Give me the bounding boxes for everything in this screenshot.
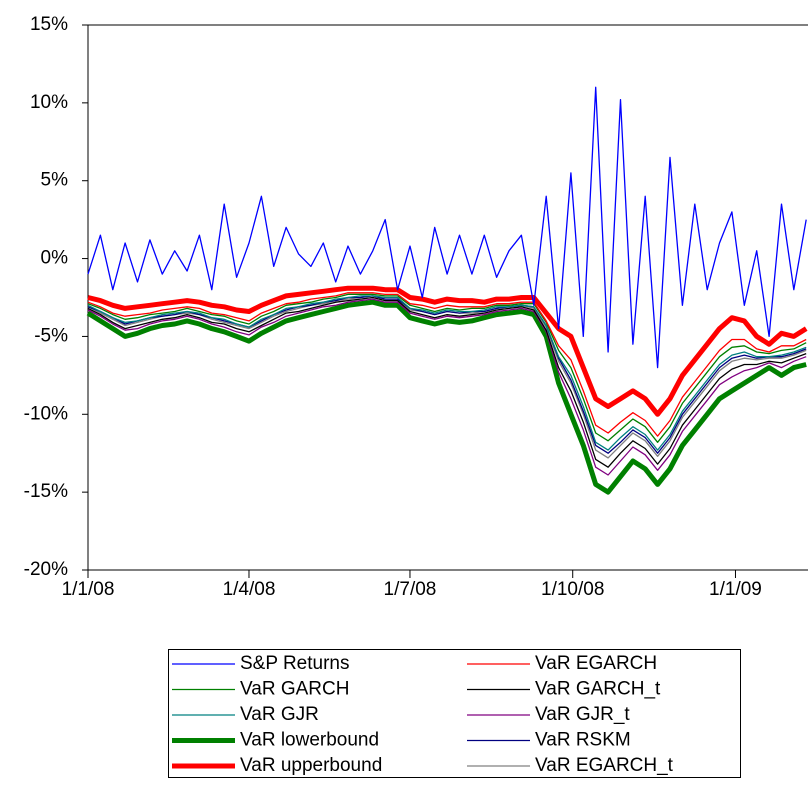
y-tick-label: 15%	[30, 14, 68, 35]
x-tick-label: 1/4/08	[223, 579, 276, 600]
legend-label: VaR upperbound	[240, 755, 382, 776]
legend-label: S&P Returns	[240, 653, 349, 674]
series-line	[87, 86, 807, 369]
legend-label: VaR EGARCH	[535, 653, 657, 674]
y-tick-label: 10%	[30, 92, 68, 113]
x-tick-label: 1/10/08	[541, 579, 604, 600]
legend-label: VaR lowerbound	[240, 730, 379, 751]
legend-label: VaR RSKM	[535, 730, 631, 751]
series-line	[87, 298, 807, 476]
x-tick-label: 1/1/08	[62, 579, 115, 600]
legend-label: VaR GARCH_t	[535, 679, 661, 700]
y-tick-label: 0%	[41, 248, 69, 269]
y-tick-label: -20%	[24, 559, 68, 580]
legend-label: VaR EGARCH_t	[535, 755, 674, 776]
legend-label: VaR GJR_t	[535, 704, 630, 725]
series-line	[87, 295, 807, 451]
series-line	[87, 292, 807, 437]
y-tick-label: -5%	[34, 325, 68, 346]
series-line	[87, 293, 807, 443]
series-line	[87, 285, 808, 417]
y-tick-label: 5%	[41, 170, 69, 191]
y-tick-label: -15%	[24, 481, 68, 502]
x-tick-label: 1/1/09	[709, 579, 762, 600]
legend-label: VaR GJR	[240, 704, 319, 725]
x-tick-label: 1/7/08	[384, 579, 437, 600]
legend-label: VaR GARCH	[240, 679, 349, 700]
y-tick-label: -10%	[24, 403, 68, 424]
series-line	[87, 296, 807, 468]
legend	[168, 649, 741, 778]
series-line	[86, 299, 807, 495]
